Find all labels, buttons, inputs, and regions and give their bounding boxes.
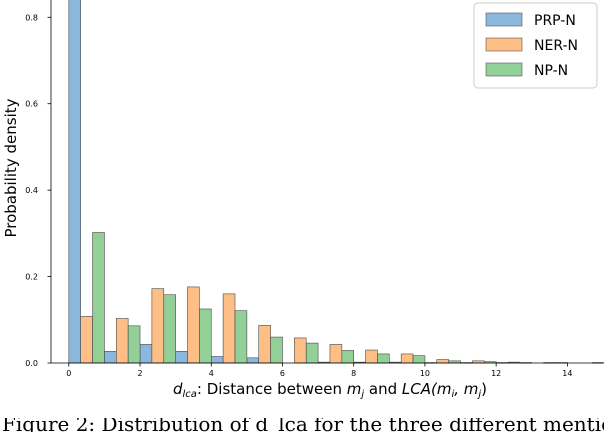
x-label-and: and	[364, 380, 402, 398]
bar-prp-n-1	[104, 351, 117, 364]
x-label-lca-subscript: lca	[183, 389, 197, 400]
bar-np-n-2	[163, 294, 176, 364]
bar-ner-n-5	[258, 325, 271, 364]
x-axis-label: dlca: Distance between mj and LCA(mi, mj…	[173, 380, 487, 400]
legend-swatch-np-n	[485, 62, 523, 77]
bar-np-n-5	[270, 336, 283, 364]
y-axis-label: Probability density	[2, 98, 20, 237]
x-tick-label-0: 0	[66, 369, 71, 378]
figure-caption: Figure 2: Distribution of d_lca for the …	[0, 418, 604, 432]
bar-np-n-3	[199, 308, 212, 364]
y-tick-label-4: 0.8	[25, 13, 38, 22]
bar-ner-n-1	[115, 318, 129, 364]
bar-np-n-7	[341, 350, 355, 364]
x-tick-label-12: 12	[491, 369, 501, 378]
bar-np-n-6	[305, 342, 319, 364]
legend-label-prp-n: PRP-N	[534, 13, 576, 29]
bar-prp-n-4	[210, 356, 224, 364]
bar-np-n-1	[127, 325, 141, 364]
bar-ner-n-8	[365, 349, 378, 364]
bar-np-n-0	[92, 232, 105, 364]
bar-ner-n-10	[436, 359, 449, 364]
bar-ner-n-4	[222, 293, 236, 364]
bar-np-n-4	[234, 310, 248, 364]
x-label-j2-subscript: j	[476, 389, 481, 400]
bar-prp-n-5	[246, 357, 260, 364]
legend-label-np-n: NP-N	[534, 63, 568, 79]
bar-prp-n-2	[139, 344, 153, 364]
legend-swatch-ner-n	[485, 37, 523, 52]
chart-axes	[50, 0, 603, 364]
x-tick-label-6: 6	[280, 369, 285, 378]
x-label-d: d	[173, 380, 183, 398]
x-label-comma-m: , m	[454, 380, 478, 398]
x-tick-label-10: 10	[420, 369, 430, 378]
legend-swatch-prp-n	[485, 12, 523, 27]
legend: PRP-N NER-N NP-N	[473, 2, 598, 89]
y-tick-label-2: 0.4	[25, 186, 38, 195]
bar-ner-n-2	[151, 288, 165, 364]
histogram-bars	[68, 0, 604, 364]
x-label-text: : Distance between	[197, 380, 347, 398]
bar-prp-n-0	[68, 0, 81, 364]
x-tick-label-8: 8	[351, 369, 356, 378]
x-label-i-subscript: i	[451, 389, 454, 400]
x-label-m: m	[347, 380, 362, 398]
x-label-close-paren: )	[481, 380, 487, 398]
x-tick-label-4: 4	[209, 369, 214, 378]
x-label-lca: LCA(m	[402, 380, 452, 398]
figure-caption-text: Figure 2: Distribution of d_lca for the …	[2, 418, 604, 432]
x-tick-label-2: 2	[137, 369, 142, 378]
y-axis-ticks: 0.0 0.2 0.4 0.6 0.8	[25, 13, 51, 368]
x-tick-label-14: 14	[562, 369, 572, 378]
bar-ner-n-7	[329, 344, 343, 364]
y-tick-label-3: 0.6	[25, 100, 38, 109]
bar-ner-n-6	[294, 337, 307, 364]
y-tick-label-0: 0.0	[25, 359, 38, 368]
bar-ner-n-9	[400, 353, 414, 364]
bar-np-n-9	[412, 355, 426, 364]
bar-ner-n-0	[80, 316, 93, 364]
legend-label-ner-n: NER-N	[534, 38, 578, 54]
y-tick-label-1: 0.2	[25, 273, 38, 282]
x-axis-ticks: 0 2 4 6 8 10 12 14	[66, 363, 572, 378]
bar-prp-n-3	[175, 351, 188, 364]
bar-ner-n-3	[187, 286, 200, 364]
bar-np-n-8	[377, 353, 390, 364]
x-label-j-subscript: j	[359, 389, 364, 400]
